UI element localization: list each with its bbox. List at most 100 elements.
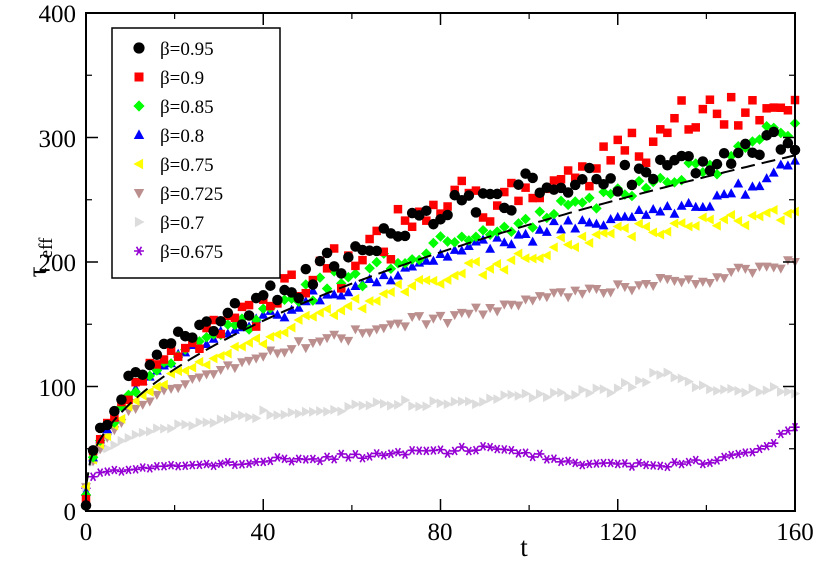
x-axis-title: t (520, 532, 528, 562)
data-point (527, 452, 538, 462)
data-point (775, 144, 787, 155)
data-point (775, 159, 786, 169)
data-point (669, 218, 679, 229)
x-tick-label: 80 (428, 519, 453, 546)
data-point (280, 409, 290, 420)
data-point (245, 412, 255, 423)
data-point (116, 413, 126, 424)
data-point (577, 215, 588, 225)
data-point (138, 427, 148, 438)
data-point (485, 304, 496, 314)
data-point (704, 278, 715, 289)
data-point (415, 401, 425, 412)
data-point (442, 209, 453, 221)
data-point (585, 181, 594, 191)
data-point (683, 150, 694, 162)
data-point (110, 440, 120, 450)
data-point (257, 303, 269, 315)
data-point (776, 429, 786, 439)
data-point (534, 292, 545, 302)
data-point (599, 142, 608, 151)
data-point (527, 253, 537, 264)
data-point (626, 179, 638, 191)
data-point (428, 275, 438, 286)
data-point (762, 104, 771, 113)
data-point (194, 373, 205, 383)
data-point (201, 459, 212, 469)
data-point (619, 159, 631, 171)
data-point (754, 211, 764, 222)
data-point (492, 307, 503, 317)
data-point (307, 285, 318, 295)
data-point (335, 305, 346, 316)
data-point (350, 280, 361, 291)
data-point (265, 346, 276, 356)
data-point (520, 448, 531, 458)
data-point (307, 295, 319, 306)
data-point (194, 336, 205, 347)
data-point (683, 197, 694, 207)
data-point (690, 158, 702, 169)
data-point (691, 123, 700, 132)
y-axis-title: τ eff (22, 237, 57, 277)
data-point (343, 287, 354, 297)
data-point (591, 218, 602, 228)
data-point (577, 197, 588, 208)
data-point (521, 183, 530, 192)
data-point (555, 195, 567, 207)
data-point (88, 472, 98, 482)
data-point (450, 446, 460, 456)
data-point (733, 147, 744, 159)
data-point (563, 293, 574, 303)
data-point (541, 293, 552, 303)
data-point (181, 419, 191, 430)
data-point (485, 217, 495, 226)
data-point (237, 358, 247, 368)
data-point (569, 196, 581, 207)
data-point (683, 457, 694, 467)
data-point (677, 373, 687, 384)
data-point (691, 382, 702, 393)
data-point (690, 167, 702, 179)
data-point (492, 232, 503, 242)
data-point (740, 138, 751, 150)
data-point (719, 120, 729, 129)
legend-marker (134, 72, 144, 82)
data-point (187, 374, 198, 385)
data-point (613, 135, 622, 145)
data-point (215, 365, 226, 376)
data-point (549, 176, 559, 185)
data-point (322, 264, 332, 273)
data-point (768, 205, 778, 215)
data-point (775, 215, 785, 226)
data-point (712, 190, 722, 200)
data-point (117, 435, 127, 446)
data-point (428, 446, 439, 455)
data-point (399, 286, 409, 297)
data-point (102, 467, 112, 477)
data-point (762, 385, 772, 396)
data-point (484, 263, 494, 274)
data-point (761, 441, 772, 451)
data-point (741, 387, 751, 398)
data-point (563, 456, 573, 466)
data-point (393, 270, 403, 280)
data-point (598, 288, 609, 299)
data-point (435, 248, 446, 258)
data-point (406, 280, 416, 291)
data-point (208, 461, 219, 471)
data-point (527, 236, 538, 246)
data-point (323, 406, 333, 417)
data-point (620, 458, 630, 468)
data-point (301, 288, 311, 298)
data-point (151, 390, 162, 400)
data-point (662, 462, 673, 472)
data-point (591, 229, 601, 240)
data-point (379, 450, 389, 460)
legend-label: β=0.7 (160, 213, 204, 234)
data-point (534, 253, 544, 264)
data-point (463, 190, 475, 201)
data-point (775, 264, 786, 274)
data-point (627, 211, 637, 221)
y-axis-title-sub: eff (36, 237, 57, 258)
